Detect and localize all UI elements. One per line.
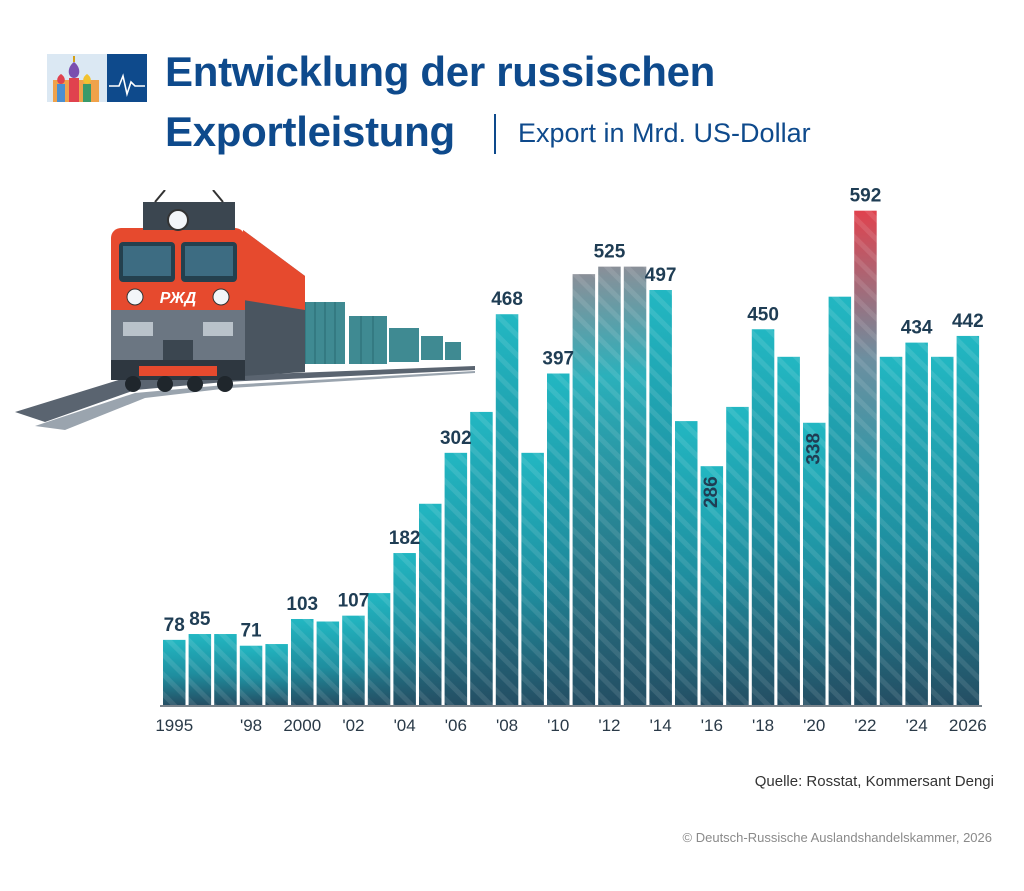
x-tick-2002: '02: [342, 716, 364, 735]
data-label-2002: 107: [338, 591, 370, 612]
data-label-2010: 397: [542, 349, 574, 370]
bar-stripes-2015: [675, 421, 698, 705]
bar-stripes-1998: [239, 645, 263, 705]
x-tick-2010: '10: [547, 716, 569, 735]
train-logo: РЖД: [160, 290, 197, 307]
bar-stripes-2001: [316, 621, 340, 705]
data-label-1995: 78: [164, 615, 185, 636]
x-tick-2018: '18: [752, 716, 774, 735]
x-tick-2006: '06: [445, 716, 467, 735]
bar-stripes-2012: [598, 266, 621, 705]
source-note: Quelle: Rosstat, Kommersant Dengi: [754, 773, 994, 790]
bar-stripes-2000: [291, 618, 314, 705]
bar-stripes-1995: [163, 639, 186, 705]
data-label-2026: 442: [952, 311, 984, 332]
bar-stripes-2026: [956, 335, 980, 705]
bar-stripes-2010: [547, 373, 570, 705]
chart-title-line1: Entwicklung der russischen: [165, 48, 716, 95]
copyright-note: © Deutsch-Russische Auslandshandelskamme…: [682, 830, 992, 845]
data-label-2012: 525: [594, 242, 626, 263]
data-label-2004: 182: [389, 528, 421, 549]
bar-stripes-2020: [803, 422, 826, 705]
x-tick-1998: '98: [240, 716, 262, 735]
data-label-2014: 497: [645, 265, 677, 286]
bar-stripes-2002: [342, 615, 365, 705]
bar-stripes-2009: [521, 452, 544, 705]
data-label-1998: 71: [240, 621, 262, 642]
bar-stripes-1997: [214, 634, 237, 705]
data-label-2006: 302: [440, 428, 472, 449]
bar-stripes-2013: [623, 266, 647, 705]
bar-stripes-2016: [700, 466, 724, 705]
data-label-2000: 103: [286, 594, 318, 615]
x-tick-2012: '12: [598, 716, 620, 735]
x-tick-2008: '08: [496, 716, 518, 735]
bar-stripes-2025: [931, 356, 954, 705]
x-tick-2024: '24: [906, 716, 928, 735]
data-label-2016: 286: [701, 476, 722, 508]
bar-stripes-2004: [393, 553, 416, 705]
bar-stripes-1996: [188, 634, 212, 705]
bar-stripes-2021: [828, 296, 852, 705]
header-logo-icon: [47, 54, 147, 102]
data-label-2008: 468: [491, 289, 523, 310]
bar-stripes-2007: [470, 411, 493, 705]
data-label-2024: 434: [901, 318, 933, 339]
x-tick-2000: 2000: [283, 716, 321, 735]
bar-stripes-2005: [419, 503, 442, 705]
x-tick-2026: 2026: [949, 716, 987, 735]
bar-stripes-2008: [495, 314, 519, 705]
chart-title-line2: Exportleistung: [165, 108, 455, 155]
bar-stripes-2018: [751, 329, 775, 705]
chart-subtitle: Export in Mrd. US-Dollar: [518, 118, 811, 148]
data-label-2020: 338: [803, 433, 824, 465]
x-tick-2016: '16: [701, 716, 723, 735]
x-tick-2022: '22: [854, 716, 876, 735]
bar-stripes-2006: [444, 452, 468, 705]
data-label-2018: 450: [747, 304, 779, 325]
bar-stripes-2024: [905, 342, 928, 705]
data-label-1996: 85: [189, 609, 211, 630]
x-tick-2020: '20: [803, 716, 825, 735]
bar-stripes-2014: [649, 290, 672, 705]
x-tick-2014: '14: [650, 716, 672, 735]
data-label-2022: 592: [850, 186, 882, 207]
title-separator: [494, 114, 496, 154]
bar-stripes-2019: [777, 356, 800, 705]
bar-stripes-2022: [854, 210, 877, 705]
train-illustration: РЖД: [15, 190, 475, 430]
x-tick-1995: 1995: [155, 716, 193, 735]
bar-stripes-1999: [265, 644, 288, 705]
bar-stripes-2011: [572, 274, 596, 705]
x-tick-2004: '04: [394, 716, 416, 735]
bar-stripes-2023: [879, 356, 903, 705]
bar-stripes-2003: [367, 593, 391, 705]
bar-stripes-2017: [726, 406, 749, 705]
